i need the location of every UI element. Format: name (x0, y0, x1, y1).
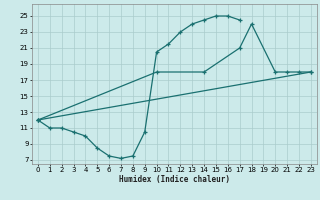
X-axis label: Humidex (Indice chaleur): Humidex (Indice chaleur) (119, 175, 230, 184)
